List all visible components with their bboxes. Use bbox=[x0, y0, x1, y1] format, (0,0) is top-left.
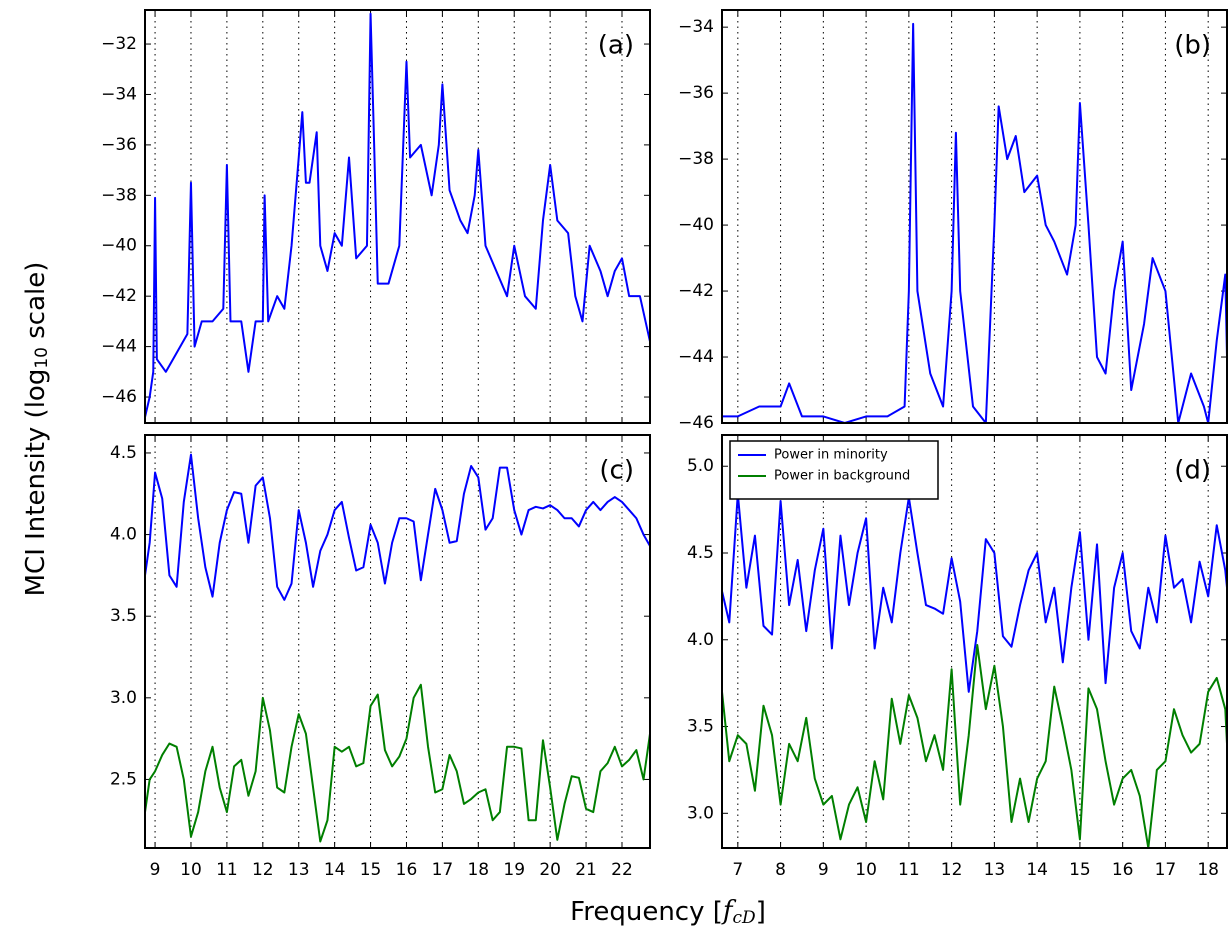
x-tick-label: 15 bbox=[360, 860, 382, 880]
x-tick-label: 11 bbox=[898, 860, 920, 880]
y-axis-label-text: scale) bbox=[21, 262, 51, 347]
y-tick-label: 4.5 bbox=[687, 543, 714, 563]
x-tick-label: 11 bbox=[216, 860, 238, 880]
x-tick-label: 10 bbox=[180, 860, 202, 880]
x-tick-label: 13 bbox=[984, 860, 1006, 880]
panel-frame bbox=[144, 9, 651, 424]
data-line bbox=[145, 683, 650, 843]
x-tick-label: 16 bbox=[1112, 860, 1134, 880]
y-tick-label: 3.0 bbox=[687, 803, 714, 823]
y-tick-label: −42 bbox=[101, 286, 137, 306]
x-tick-label: 21 bbox=[575, 860, 597, 880]
y-tick-label: −46 bbox=[678, 413, 714, 433]
y-tick-label: 3.5 bbox=[110, 606, 137, 626]
y-tick-label: −42 bbox=[678, 281, 714, 301]
x-tick-label: 20 bbox=[539, 860, 561, 880]
data-line bbox=[722, 22, 1227, 423]
x-tick-label: 18 bbox=[1197, 860, 1219, 880]
y-axis-label: MCI Intensity (log10 scale) bbox=[21, 262, 53, 597]
y-tick-label: 3.0 bbox=[110, 688, 137, 708]
x-tick-label: 9 bbox=[150, 860, 161, 880]
y-tick-label: −34 bbox=[101, 84, 137, 104]
y-tick-label: 2.5 bbox=[110, 769, 137, 789]
y-tick-label: −36 bbox=[678, 83, 714, 103]
x-tick-label: 14 bbox=[324, 860, 346, 880]
legend-label: Power in minority bbox=[774, 448, 888, 463]
y-tick-label: −38 bbox=[678, 149, 714, 169]
y-tick-label: −36 bbox=[101, 135, 137, 155]
y-tick-label: 5.0 bbox=[687, 456, 714, 476]
y-tick-label: −40 bbox=[678, 215, 714, 235]
x-tick-label: 17 bbox=[1155, 860, 1177, 880]
data-line bbox=[145, 12, 650, 418]
x-tick-label: 16 bbox=[396, 860, 418, 880]
x-tick-label: 10 bbox=[855, 860, 877, 880]
x-tick-label: 12 bbox=[941, 860, 963, 880]
x-tick-label: 9 bbox=[818, 860, 829, 880]
x-tick-label: 8 bbox=[775, 860, 786, 880]
x-tick-label: 13 bbox=[288, 860, 310, 880]
x-tick-label: 18 bbox=[467, 860, 489, 880]
panel-annotation: (b) bbox=[1174, 31, 1211, 61]
x-axis-label-bracket: ] bbox=[756, 897, 766, 927]
x-axis-label-text: Frequency bbox=[570, 897, 713, 927]
y-tick-label: −44 bbox=[101, 337, 137, 357]
x-tick-label: 12 bbox=[252, 860, 274, 880]
y-tick-label: 4.0 bbox=[687, 630, 714, 650]
x-tick-label: 19 bbox=[503, 860, 525, 880]
panel-annotation: (d) bbox=[1174, 456, 1211, 486]
x-tick-label: 7 bbox=[732, 860, 743, 880]
x-tick-label: 17 bbox=[432, 860, 454, 880]
x-axis-label: Frequency [fcD] bbox=[570, 896, 766, 928]
y-axis-label-subscript: 10 bbox=[32, 347, 52, 369]
data-line bbox=[722, 643, 1227, 848]
y-tick-label: −44 bbox=[678, 347, 714, 367]
panel-frame bbox=[144, 434, 651, 849]
x-axis-label-subscript: cD bbox=[733, 908, 757, 928]
x-axis-label-bracket: [ bbox=[713, 897, 723, 927]
x-tick-label: 22 bbox=[611, 860, 633, 880]
panel-frame bbox=[721, 434, 1228, 849]
y-tick-label: −46 bbox=[101, 387, 137, 407]
x-tick-label: 15 bbox=[1069, 860, 1091, 880]
legend-box bbox=[729, 440, 939, 500]
data-line bbox=[145, 453, 650, 601]
y-axis-label-text: MCI Intensity (log bbox=[21, 369, 51, 597]
x-tick-label: 14 bbox=[1026, 860, 1048, 880]
panel-frame bbox=[721, 9, 1228, 424]
y-tick-label: −40 bbox=[101, 236, 137, 256]
y-tick-label: 3.5 bbox=[687, 717, 714, 737]
y-tick-label: 4.5 bbox=[110, 443, 137, 463]
legend-label: Power in background bbox=[774, 469, 910, 484]
y-tick-label: −32 bbox=[101, 34, 137, 54]
y-tick-label: −34 bbox=[678, 17, 714, 37]
y-tick-label: 4.0 bbox=[110, 525, 137, 545]
panel-annotation: (c) bbox=[599, 456, 634, 486]
data-line bbox=[722, 493, 1227, 693]
y-tick-label: −38 bbox=[101, 185, 137, 205]
panel-annotation: (a) bbox=[598, 31, 634, 61]
